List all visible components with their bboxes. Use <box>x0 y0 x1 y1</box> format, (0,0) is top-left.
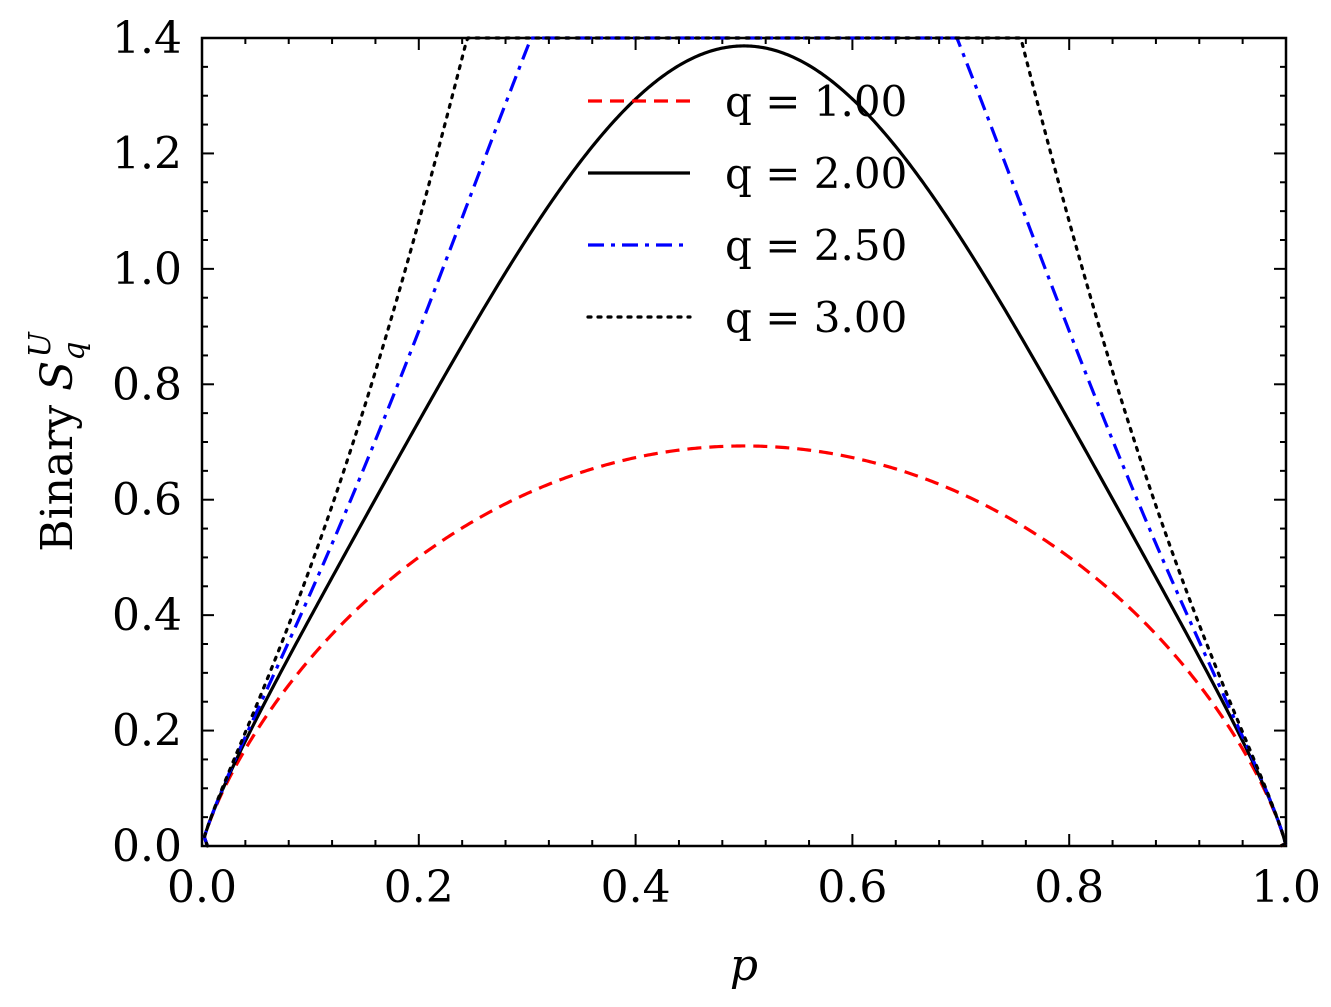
series-line <box>202 444 1288 848</box>
axis-ticks <box>201 37 1287 847</box>
y-tick-label: 0.8 <box>112 359 182 410</box>
legend-label: q = 2.50 <box>725 221 907 270</box>
plot-area <box>200 36 1288 848</box>
x-tick-label: 0.0 <box>167 862 237 913</box>
y-tick-label: 1.0 <box>112 244 182 295</box>
x-tick-label: 0.8 <box>1034 862 1104 913</box>
y-tick-label: 0.0 <box>112 821 182 872</box>
legend-label: q = 1.00 <box>725 77 907 126</box>
legend: q = 1.00 q = 2.00 q = 2.50 q = 3.00 <box>586 77 907 342</box>
legend-label: q = 3.00 <box>725 293 907 342</box>
x-axis-label: p <box>730 940 758 991</box>
y-axis-label: Binary SqU <box>23 331 92 552</box>
series-line <box>202 44 1288 848</box>
y-tick-label: 0.6 <box>112 475 182 526</box>
series-line <box>202 36 1288 848</box>
y-tick-label: 0.4 <box>112 590 182 641</box>
x-tick-labels: 0.0 0.2 0.4 0.6 0.8 1.0 <box>167 862 1321 913</box>
series-group <box>202 36 1288 848</box>
y-tick-label: 1.2 <box>112 128 182 179</box>
legend-label: q = 2.00 <box>725 149 907 198</box>
y-tick-label: 0.2 <box>112 706 182 757</box>
x-tick-label: 0.6 <box>817 862 887 913</box>
x-tick-label: 0.2 <box>384 862 454 913</box>
y-tick-label: 1.4 <box>112 13 182 64</box>
y-tick-labels: 0.0 0.2 0.4 0.6 0.8 1.0 1.2 1.4 <box>112 13 182 872</box>
x-tick-label: 0.4 <box>601 862 671 913</box>
series-line <box>202 36 1288 848</box>
x-tick-label: 1.0 <box>1251 862 1321 913</box>
